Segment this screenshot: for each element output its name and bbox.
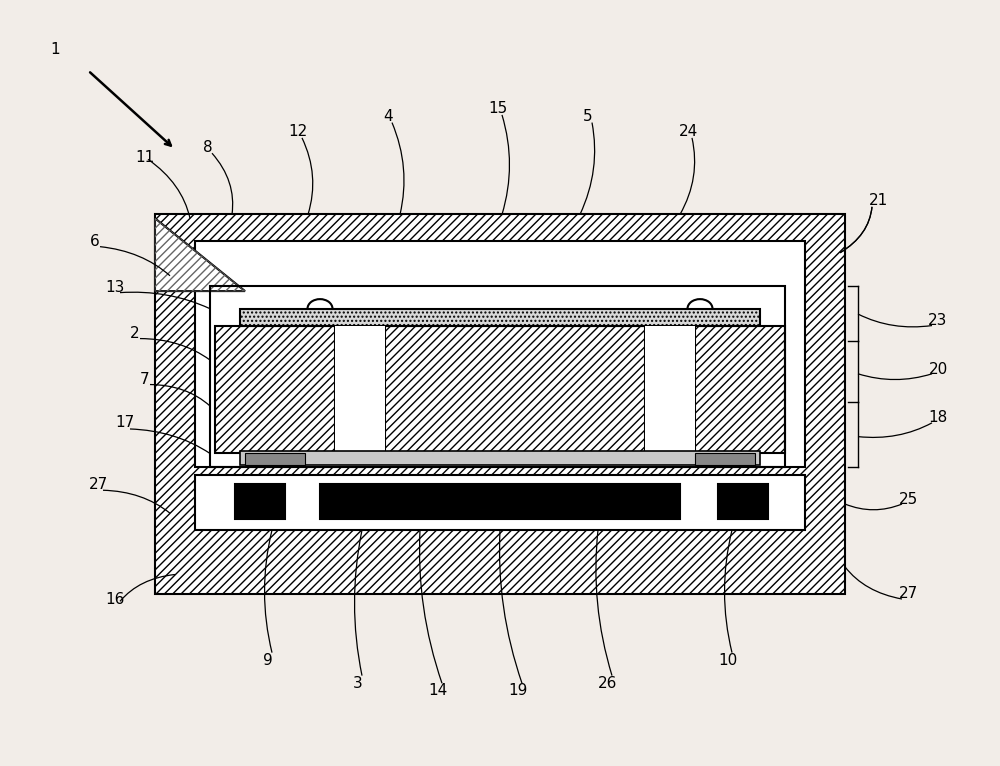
Text: 25: 25 (898, 492, 918, 507)
Bar (235, 484, 285, 519)
Bar (240, 309, 760, 326)
Bar (385, 326, 645, 453)
Bar (210, 286, 785, 467)
Text: 3: 3 (353, 676, 363, 691)
Text: 2: 2 (130, 326, 140, 341)
Text: 18: 18 (928, 410, 948, 425)
Text: 23: 23 (928, 313, 948, 328)
Bar (335, 326, 385, 453)
Text: 10: 10 (718, 653, 738, 668)
Text: 12: 12 (288, 124, 308, 139)
Text: 9: 9 (263, 653, 273, 668)
Bar (320, 484, 680, 519)
Text: 7: 7 (140, 372, 150, 387)
Bar (718, 484, 768, 519)
Text: 20: 20 (928, 362, 948, 377)
Bar (245, 453, 305, 465)
Text: 13: 13 (105, 280, 125, 295)
Text: 16: 16 (105, 591, 125, 607)
Text: 19: 19 (508, 683, 528, 699)
Text: 27: 27 (88, 476, 108, 492)
Text: 1: 1 (50, 42, 60, 57)
Text: 4: 4 (383, 109, 393, 124)
Text: 5: 5 (583, 109, 593, 124)
Bar (195, 475, 805, 530)
Polygon shape (155, 218, 245, 291)
Text: 27: 27 (898, 586, 918, 601)
Bar (695, 453, 755, 465)
Bar (195, 241, 805, 467)
Text: 26: 26 (598, 676, 618, 691)
Text: 8: 8 (203, 139, 213, 155)
Text: 6: 6 (90, 234, 100, 249)
Text: 21: 21 (868, 193, 888, 208)
Bar (695, 326, 785, 453)
Bar (645, 326, 695, 453)
Text: 14: 14 (428, 683, 448, 699)
Text: 17: 17 (115, 415, 135, 430)
Text: 11: 11 (135, 149, 155, 165)
Text: 15: 15 (488, 101, 508, 116)
Text: 24: 24 (678, 124, 698, 139)
Bar (215, 326, 335, 453)
Bar (155, 214, 845, 594)
Bar (240, 451, 760, 465)
